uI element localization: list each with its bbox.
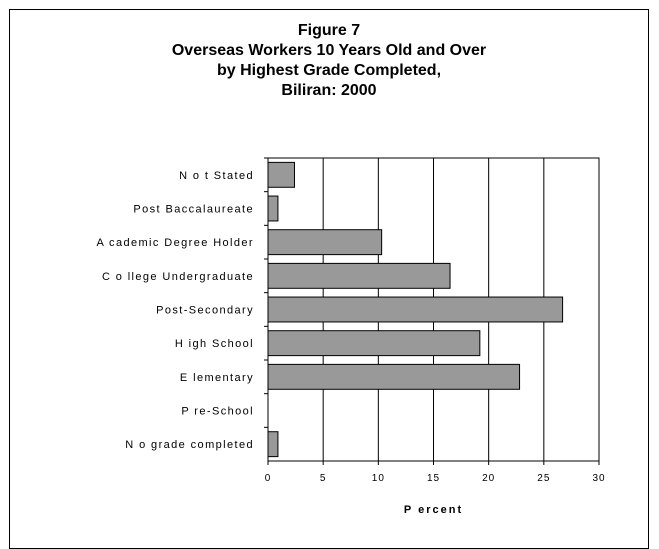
x-tick-label-25: 25 xyxy=(537,473,550,484)
category-label-h-igh-school: H igh School xyxy=(175,338,254,350)
bar-post-secondary xyxy=(267,296,564,323)
category-label-post-baccalaureate: Post Baccalaureate xyxy=(133,204,254,216)
x-tick-label-15: 15 xyxy=(427,473,440,484)
bar-post-baccalaureate xyxy=(267,195,279,222)
chart-title: Figure 7 Overseas Workers 10 Years Old a… xyxy=(9,0,649,101)
category-label-c-o-llege-undergraduate: C o llege Undergraduate xyxy=(102,271,254,283)
title-line-1: Figure 7 xyxy=(297,22,361,39)
x-tick-label-5: 5 xyxy=(320,473,327,484)
x-tick-label-10: 10 xyxy=(372,473,385,484)
category-label-n-o-grade-completed: N o grade completed xyxy=(125,439,254,451)
bar-h-igh-school xyxy=(267,330,481,357)
category-label-post-secondary: Post-Secondary xyxy=(156,305,254,317)
x-tick-label-20: 20 xyxy=(482,473,495,484)
category-label-n-o-t-stated: N o t Stated xyxy=(179,170,254,182)
bar-c-o-llege-undergraduate xyxy=(267,262,451,289)
category-label-e-lementary: E lementary xyxy=(180,372,254,384)
title-line-2: Overseas Workers 10 Years Old and Over xyxy=(171,42,487,59)
x-tick-label-0: 0 xyxy=(265,473,272,484)
bar-e-lementary xyxy=(267,363,521,390)
category-label-a-cademic-degree-holder: A cademic Degree Holder xyxy=(96,237,254,249)
x-tick-label-30: 30 xyxy=(592,473,605,484)
bar-a-cademic-degree-holder xyxy=(267,229,383,256)
x-axis-title: P ercent xyxy=(404,504,463,516)
title-line-3: by Highest Grade Completed, xyxy=(216,62,442,79)
bar-n-o-t-stated xyxy=(267,161,295,188)
category-label-p-re-school: P re-School xyxy=(181,406,254,418)
bar-n-o-grade-completed xyxy=(267,431,279,458)
title-line-4: Biliran: 2000 xyxy=(281,82,377,99)
